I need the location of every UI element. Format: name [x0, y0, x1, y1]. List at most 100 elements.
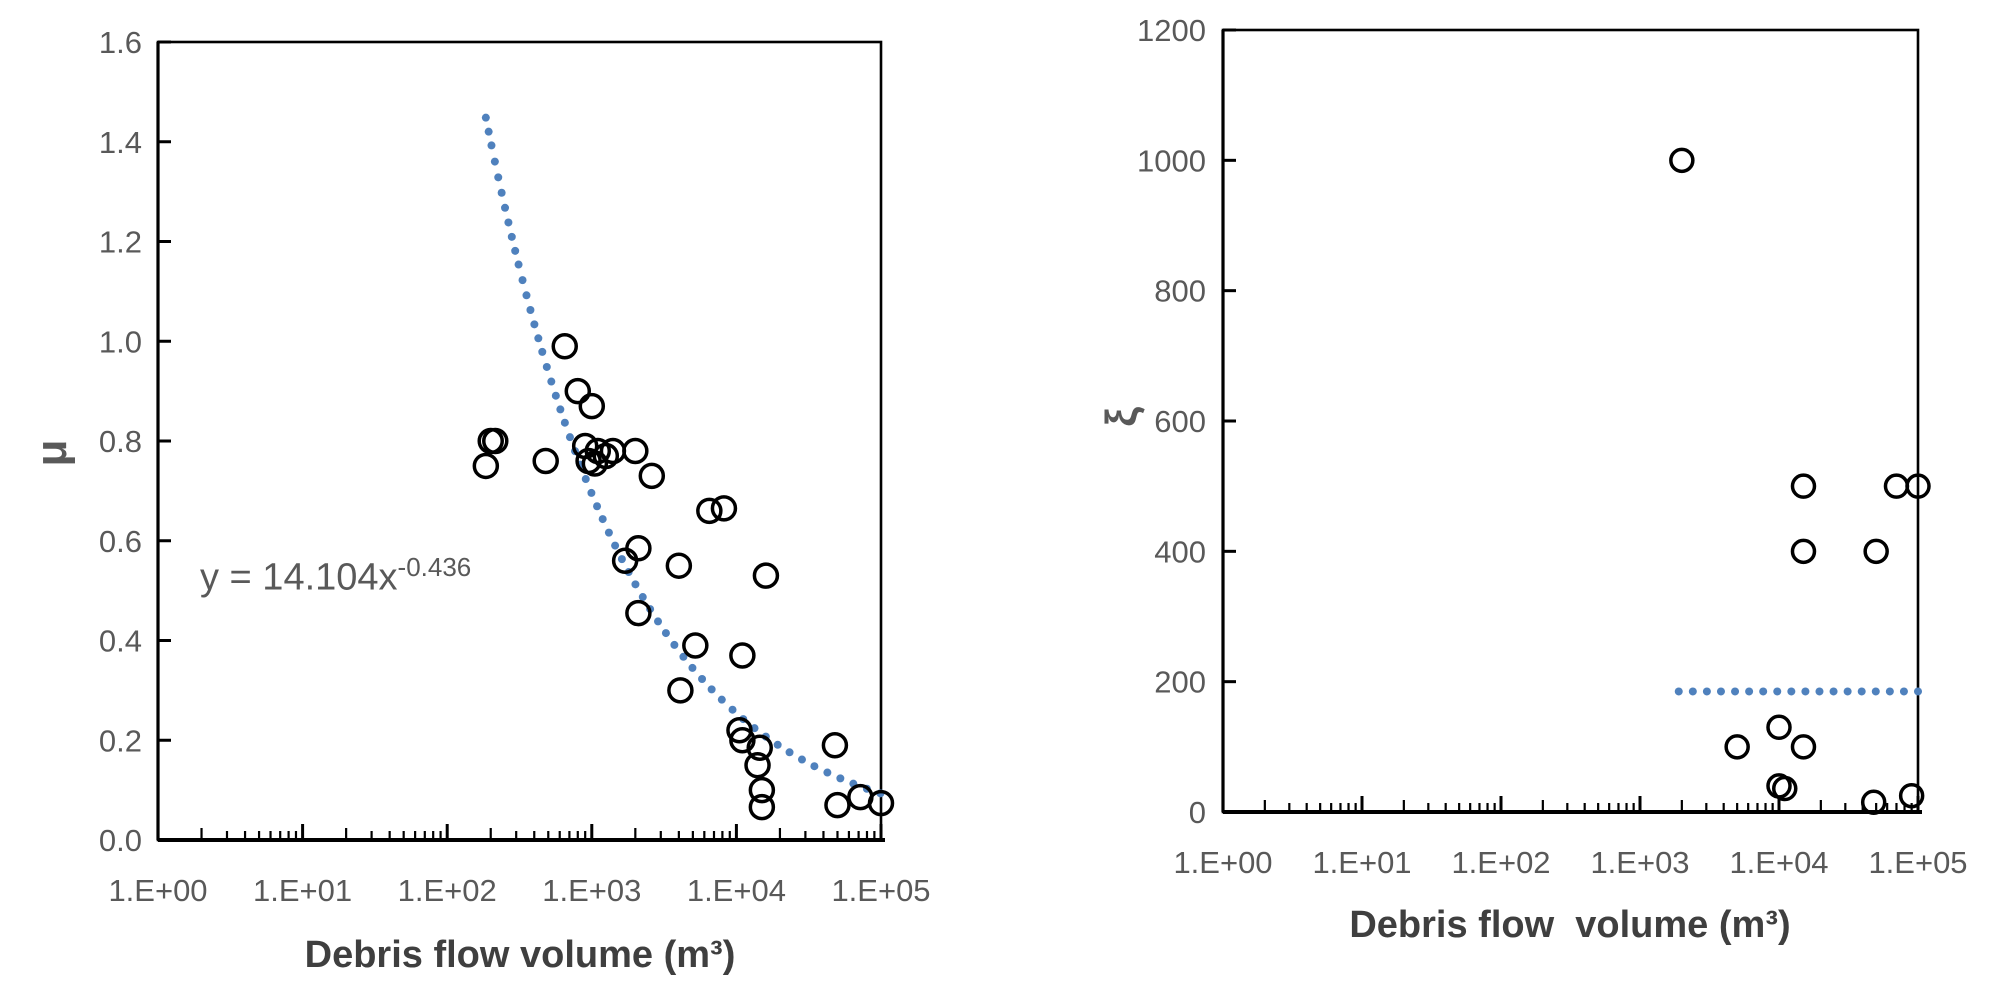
- trendline-dot: [1745, 687, 1754, 696]
- data-point: [744, 751, 771, 779]
- trendline-dot: [565, 433, 574, 442]
- trendline-dot: [587, 488, 596, 497]
- y-tick-label: 1.2: [99, 225, 142, 260]
- trendline-dot: [487, 141, 496, 150]
- trendline-dot: [507, 232, 516, 241]
- trendline-dot: [504, 218, 513, 227]
- data-point: [729, 642, 756, 669]
- trendline-dot: [611, 541, 620, 550]
- trendline-dot: [836, 774, 845, 783]
- data-point: [748, 776, 776, 804]
- data-point: [867, 789, 895, 817]
- trendline-dot: [547, 377, 556, 386]
- x-tick-label: 1.E+04: [1729, 845, 1828, 880]
- trendline-dot: [538, 347, 547, 356]
- plot-border: [1221, 28, 1920, 814]
- data-point: [821, 731, 849, 759]
- data-point: [551, 332, 578, 360]
- y-tick-label: 0.2: [99, 723, 142, 758]
- data-point: [1790, 734, 1817, 760]
- data-point: [682, 632, 709, 659]
- trendline-dot: [688, 663, 697, 672]
- trendline-dot: [1843, 687, 1852, 696]
- data-point: [564, 377, 592, 405]
- trendline-dot: [661, 629, 670, 638]
- data-point: [1898, 782, 1925, 809]
- x-tick-label: 1.E+00: [1173, 845, 1272, 880]
- mu-trendline-equation: y = 14.104x-0.436: [200, 552, 471, 600]
- data-point: [1724, 734, 1750, 760]
- trendline-dot: [617, 555, 626, 564]
- trendline-dot: [560, 418, 569, 427]
- mu-y-axis-title: μ: [27, 439, 76, 467]
- equation-exponent: -0.436: [397, 552, 472, 582]
- trendline-dot: [530, 320, 539, 329]
- y-tick-label: 0.8: [99, 424, 142, 459]
- x-tick-label: 1.E+05: [831, 873, 930, 908]
- trendline-dot: [1688, 687, 1697, 696]
- data-point: [1772, 775, 1798, 802]
- trendline-dot: [551, 391, 560, 400]
- x-tick-label: 1.E+01: [253, 873, 352, 908]
- x-tick-label: 1.E+03: [1590, 845, 1689, 880]
- trendline-dot: [542, 362, 551, 371]
- data-point: [578, 392, 606, 420]
- trendline-dot: [810, 762, 819, 771]
- data-point: [638, 462, 666, 490]
- y-tick-label: 1.0: [99, 324, 142, 359]
- data-point: [1860, 789, 1887, 815]
- trendline-dot: [717, 695, 726, 704]
- trendline-dot: [707, 685, 716, 694]
- trendline-dot: [1716, 687, 1725, 696]
- trendline-dot: [797, 755, 806, 764]
- mu-x-axis-title: Debris flow volume (m³): [304, 934, 736, 976]
- y-tick-label: 1.4: [99, 125, 142, 160]
- trendline-dot: [534, 334, 543, 343]
- trendline-dot: [526, 306, 535, 315]
- y-tick-label: 1.6: [99, 25, 142, 60]
- trendline-dot: [593, 502, 602, 511]
- x-tick-label: 1.E+02: [1451, 845, 1550, 880]
- data-point: [667, 677, 694, 704]
- data-point: [710, 495, 738, 522]
- data-point: [752, 562, 780, 589]
- trendline-dot: [1829, 687, 1838, 696]
- trendline-dot: [679, 652, 688, 661]
- trendline-dot: [490, 157, 499, 166]
- trendline-dot: [1801, 687, 1810, 696]
- trendline-dot: [581, 475, 590, 484]
- x-tick-label: 1.E+00: [108, 873, 207, 908]
- trendline-dot: [598, 515, 607, 524]
- trendline-dot: [698, 675, 707, 684]
- data-point: [482, 427, 509, 455]
- y-tick-label: 200: [1154, 665, 1206, 700]
- data-point: [1669, 147, 1695, 174]
- trendline-dot: [654, 617, 663, 626]
- trendline-dot: [1731, 687, 1740, 696]
- xi-x-axis-title: Debris flow volume (m³): [1349, 904, 1791, 946]
- trendline-dot: [1702, 687, 1711, 696]
- y-tick-label: 400: [1154, 534, 1206, 569]
- data-point: [532, 447, 559, 475]
- data-point: [1790, 473, 1817, 499]
- data-point: [696, 497, 723, 525]
- trendline-dot: [1787, 687, 1796, 696]
- trendline-dot: [785, 748, 794, 757]
- data-point: [824, 791, 851, 819]
- trendline-dot: [1885, 687, 1894, 696]
- data-point: [622, 437, 649, 465]
- data-point: [1766, 714, 1792, 741]
- trendline-dot: [1899, 687, 1908, 696]
- trendline-dot: [1857, 687, 1866, 696]
- trendline-dot: [556, 405, 565, 414]
- data-point: [1863, 538, 1889, 565]
- trendline-dot: [1914, 687, 1922, 696]
- trendline-dot: [631, 580, 640, 589]
- trendline-dot: [501, 203, 510, 212]
- data-point: [625, 599, 652, 627]
- y-tick-label: 0.4: [99, 624, 142, 659]
- x-tick-label: 1.E+04: [687, 873, 786, 908]
- data-point: [1883, 473, 1910, 499]
